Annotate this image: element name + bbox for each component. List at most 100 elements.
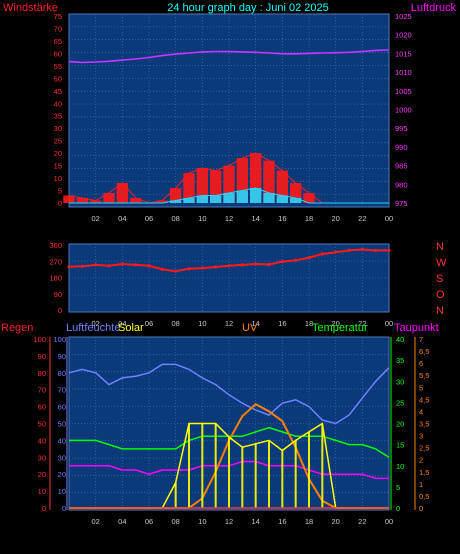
wind-direction-point [267,262,271,267]
wind-direction-point [174,269,178,273]
uv-tick-label: 6,5 [419,347,429,356]
hour-tick-label: 06 [145,319,153,328]
hour-tick-label: 02 [91,319,99,328]
uv-tick-label: 7 [419,335,423,344]
rain-tick-label: 80 [38,369,46,378]
hour-tick-label: 16 [278,214,286,223]
hour-tick-label: 18 [305,517,313,526]
wind-direction-point [320,252,324,256]
wind-gust-bar [263,193,275,203]
wind-gust-bar [250,188,262,203]
wind-gust-bar [170,200,182,203]
rain-tick-label: 40 [38,436,46,445]
wind-speed-bar [76,198,88,203]
temperature-tick-label: 25 [396,398,404,407]
pressure-tick-label: 1000 [395,106,412,115]
rain-label: Regen [1,322,33,334]
hour-tick-label: 14 [251,214,259,223]
wind-direction-point [294,258,298,262]
temperature-tick-label: 30 [396,377,404,386]
uv-tick-label: 1,5 [419,468,429,477]
wind-direction-point [254,262,258,266]
hour-tick-label: 08 [171,319,179,328]
uv-tick-label: 3,5 [419,420,429,429]
hour-tick-label: 10 [198,517,206,526]
wind-direction-point [187,267,191,271]
wind-speed-bar [103,193,115,203]
wind-speed-bar [223,165,235,203]
hour-tick-label: 20 [331,214,339,223]
temperature-tick-label: 0 [396,504,400,513]
hour-tick-label: 00 [385,517,393,526]
wind-tick-label: 20 [54,149,62,158]
wind-direction-point [80,264,84,268]
wind-tick-label: 45 [54,87,62,96]
uv-tick-label: 2,5 [419,444,429,453]
temperature-tick-label: 5 [396,483,400,492]
pressure-tick-label: 1020 [395,31,412,40]
temperature-tick-label: 10 [396,462,404,471]
pressure-tick-label: 995 [395,124,408,133]
rain-tick-label: 60 [38,403,46,412]
pressure-tick-label: 1010 [395,68,412,77]
compass-label: O [436,289,445,301]
wind-speed-bar [156,200,168,203]
chart-title: 24 hour graph day : Juni 02 2025 [167,2,328,14]
direction-tick-label: 270 [49,257,62,266]
wind-direction-point [360,247,364,252]
temperature-label: Temperatur [312,322,368,334]
wind-speed-bar [116,183,128,203]
wind-direction-point [374,248,378,253]
uv-tick-label: 2 [419,456,423,465]
wind-tick-label: 70 [54,24,62,33]
humidity-tick-label: 100 [53,335,66,344]
wind-tick-label: 15 [54,162,62,171]
wind-direction-point [67,265,71,269]
compass-label: N [436,241,444,253]
hour-tick-label: 14 [251,517,259,526]
wind-direction-point [387,248,391,253]
hour-tick-label: 08 [171,214,179,223]
wind-direction-point [147,264,151,268]
wind-gust-line [69,187,389,204]
wind-gust-bar [210,195,222,203]
direction-tick-label: 0 [58,306,62,315]
dewpoint-label: Taupunkt [394,322,439,334]
wind-tick-label: 40 [54,99,62,108]
wind-direction-point [107,264,111,268]
rain-tick-label: 30 [38,453,46,462]
wind-tick-label: 35 [54,112,62,121]
wind-tick-label: 75 [54,12,62,21]
compass-label: N [436,305,444,317]
uv-tick-label: 6 [419,359,423,368]
wind-tick-label: 0 [58,199,62,208]
hour-tick-label: 14 [251,319,259,328]
rain-tick-label: 10 [38,487,46,496]
wind-tick-label: 60 [54,49,62,58]
hour-tick-label: 04 [118,319,126,328]
wind-speed-bar [303,193,315,203]
direction-tick-label: 90 [54,290,62,299]
humidity-tick-label: 80 [58,369,66,378]
wind-gust-bar [290,198,302,203]
hour-tick-label: 12 [225,214,233,223]
humidity-tick-label: 90 [58,352,66,361]
wind-tick-label: 50 [54,74,62,83]
wind-tick-label: 5 [58,187,62,196]
pressure-tick-label: 1005 [395,87,412,96]
uv-tick-label: 0,5 [419,492,429,501]
hour-tick-label: 22 [358,214,366,223]
hour-tick-label: 22 [358,517,366,526]
humidity-tick-label: 10 [58,487,66,496]
direction-tick-label: 180 [49,274,62,283]
wind-speed-bar [210,170,222,203]
hour-tick-label: 18 [305,214,313,223]
wind-speed-bar [130,198,142,203]
wind-speed-bar [196,168,208,203]
hour-tick-label: 20 [331,319,339,328]
wind-gust-bar [236,190,248,203]
humidity-tick-label: 0 [62,504,66,513]
rain-tick-label: 50 [38,420,46,429]
wind-direction-point [160,267,164,271]
